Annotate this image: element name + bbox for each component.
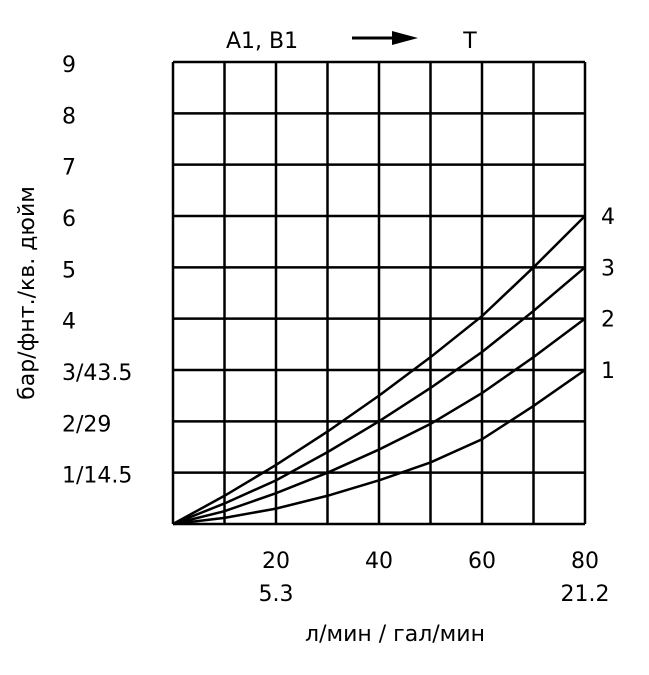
chart-title: T xyxy=(462,29,477,54)
title-arrow xyxy=(352,31,418,45)
series-label: 1 xyxy=(601,359,615,384)
line-series xyxy=(172,317,586,526)
y-tick-label: 6 xyxy=(62,207,76,232)
x-axis-label: л/мин / гал/мин xyxy=(305,622,485,647)
chart-title: A1, B1 xyxy=(226,29,298,54)
y-tick-label: 7 xyxy=(62,156,76,181)
line-series xyxy=(172,368,586,526)
y-tick-label: 8 xyxy=(62,104,76,129)
y-tick-label: 3/43.5 xyxy=(62,361,132,386)
y-tick-label: 1/14.5 xyxy=(62,464,132,489)
y-tick-label: 5 xyxy=(62,258,76,283)
series-label: 3 xyxy=(601,256,615,281)
line-series xyxy=(172,215,586,526)
x-tick-label: 60 xyxy=(468,549,496,574)
x-tick-label: 21.2 xyxy=(561,582,610,607)
x-tick-label: 80 xyxy=(571,549,599,574)
x-tick-label: 40 xyxy=(365,549,393,574)
x-tick-label: 5.3 xyxy=(259,582,294,607)
x-tick-label: 20 xyxy=(262,549,290,574)
y-tick-label: 2/29 xyxy=(62,412,111,437)
y-axis-label: бар/фнт./кв. дюйм xyxy=(15,186,40,400)
y-tick-label: 9 xyxy=(62,53,76,78)
y-tick-label: 4 xyxy=(62,310,76,335)
series-label: 2 xyxy=(601,308,615,333)
line-series xyxy=(172,266,586,526)
series-label: 4 xyxy=(601,205,615,230)
